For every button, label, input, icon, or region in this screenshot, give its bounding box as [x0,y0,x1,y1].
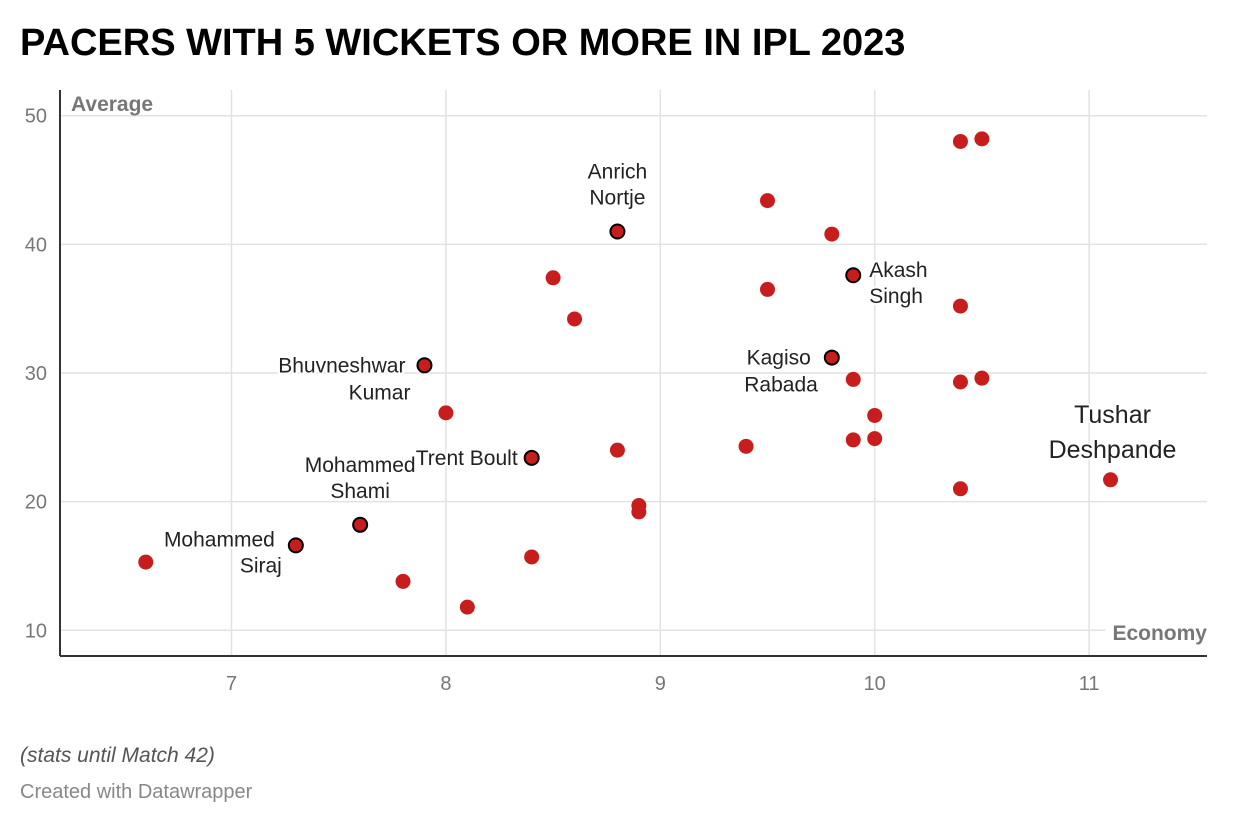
data-point [952,133,968,149]
point-label: Anrich [588,161,648,184]
y-tick-label: 50 [25,106,47,128]
data-point [609,442,625,458]
y-tick-label: 20 [25,492,47,514]
highlighted-point [609,223,626,240]
x-tick-label: 7 [226,673,237,695]
data-point [138,554,154,570]
data-point [1103,472,1119,488]
y-tick-label: 40 [25,234,47,256]
highlighted-point [845,267,862,284]
axis-layer: 10 20 30 40 50 7 8 9 10 11 Average Economy [25,90,1207,695]
chart-title: PACERS WITH 5 WICKETS OR MORE IN IPL 202… [20,22,906,64]
x-tick-label: 9 [655,673,666,695]
data-point [845,432,861,448]
y-tick-label: 10 [25,620,47,642]
data-point [759,193,775,209]
data-point [952,298,968,314]
data-point [867,407,883,423]
y-axis-title-text: Average [71,93,153,116]
point-label: Rabada [744,374,818,397]
data-point [395,573,411,589]
data-point [438,405,454,421]
data-point [759,281,775,297]
highlighted-point [352,516,369,533]
point-label: Trent Boult [416,447,518,470]
data-point [631,504,647,520]
point-label: Deshpande [1049,436,1177,464]
x-tick-label: 11 [1079,673,1100,695]
x-tick-label: 8 [440,673,451,695]
point-label: Kagiso [747,347,811,370]
data-point [867,431,883,447]
footnote: (stats until Match 42) [20,744,215,767]
point-label: Bhuvneshwar [278,354,405,377]
labels-layer: Mohammed Siraj Mohammed Shami Bhuvneshwar Kum… [162,159,1179,580]
data-point [952,481,968,497]
x-axis-title-text: Economy [1112,622,1207,645]
highlighted-point [287,537,304,554]
points-layer [138,131,1119,615]
data-point [459,599,475,615]
point-label: Kumar [349,381,411,404]
y-axis-title: Average [71,93,153,116]
data-point [567,311,583,327]
point-label: Tushar [1074,401,1151,429]
highlighted-point [523,449,540,466]
x-axis-title: Economy [1112,622,1207,645]
point-label: Nortje [589,187,645,210]
y-tick-label: 30 [25,363,47,385]
point-label: Shami [330,480,390,503]
point-label: Akash [869,259,927,282]
x-tick-label: 10 [864,673,886,695]
credit-line: Created with Datawrapper [20,781,253,803]
data-point [524,549,540,565]
point-label: Mohammed [305,454,416,477]
data-point [845,371,861,387]
data-point [545,270,561,286]
data-point [974,131,990,147]
data-point [952,374,968,390]
data-point [974,370,990,386]
highlighted-point [823,349,840,366]
point-label: Singh [869,285,923,308]
x-axis-title-backing [1105,618,1207,646]
point-label: Mohammed [164,528,275,551]
point-label: Siraj [240,554,282,577]
data-point [824,226,840,242]
data-point [738,438,754,454]
highlighted-point [416,357,433,374]
